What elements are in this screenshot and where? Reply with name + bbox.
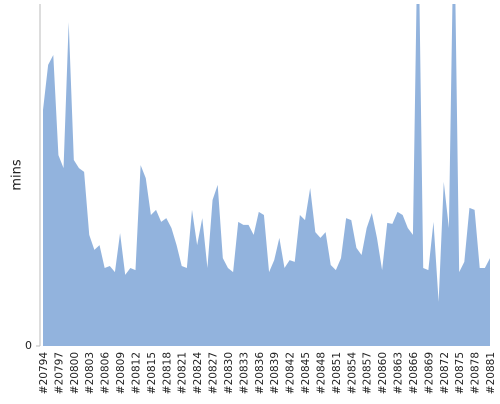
x-tick-label: #20803 [84, 352, 96, 394]
x-tick-label: #20872 [439, 352, 451, 394]
x-tick-label: #20797 [53, 352, 65, 394]
x-tick-label: #20815 [146, 352, 158, 394]
x-tick-label: #20794 [38, 352, 50, 395]
x-tick-label: #20806 [100, 352, 112, 395]
x-tick-label: #20866 [408, 352, 420, 395]
area [43, 4, 490, 346]
x-tick-label: #20818 [161, 352, 173, 394]
y-axis-label: mins [10, 159, 25, 191]
x-tick-label: #20845 [300, 352, 312, 394]
x-tick-label: #20830 [223, 352, 235, 394]
x-tick-label: #20821 [177, 352, 189, 394]
y-tick-label: 0 [25, 339, 32, 352]
x-tick-label: #20848 [315, 352, 327, 394]
x-tick-label: #20809 [115, 352, 127, 394]
x-tick-label: #20869 [423, 352, 435, 394]
x-tick-label: #20857 [362, 352, 374, 394]
x-tick-label: #20881 [485, 352, 497, 394]
x-tick-label: #20878 [470, 352, 482, 394]
x-tick-label: #20860 [377, 352, 389, 394]
x-tick-label: #20851 [331, 352, 343, 394]
x-tick-label: #20875 [454, 352, 466, 394]
x-tick-label: #20854 [346, 352, 358, 395]
x-tick-label: #20839 [269, 352, 281, 394]
x-tick-label: #20812 [130, 352, 142, 394]
x-tick-label: #20833 [238, 352, 250, 394]
x-tick-label: #20863 [393, 352, 405, 394]
x-tick-label: #20836 [254, 352, 266, 395]
x-tick-label: #20824 [192, 352, 204, 395]
x-tick-label: #20827 [208, 352, 220, 394]
x-tick-label: #20800 [69, 352, 81, 394]
x-tick-label: #20842 [285, 352, 297, 394]
